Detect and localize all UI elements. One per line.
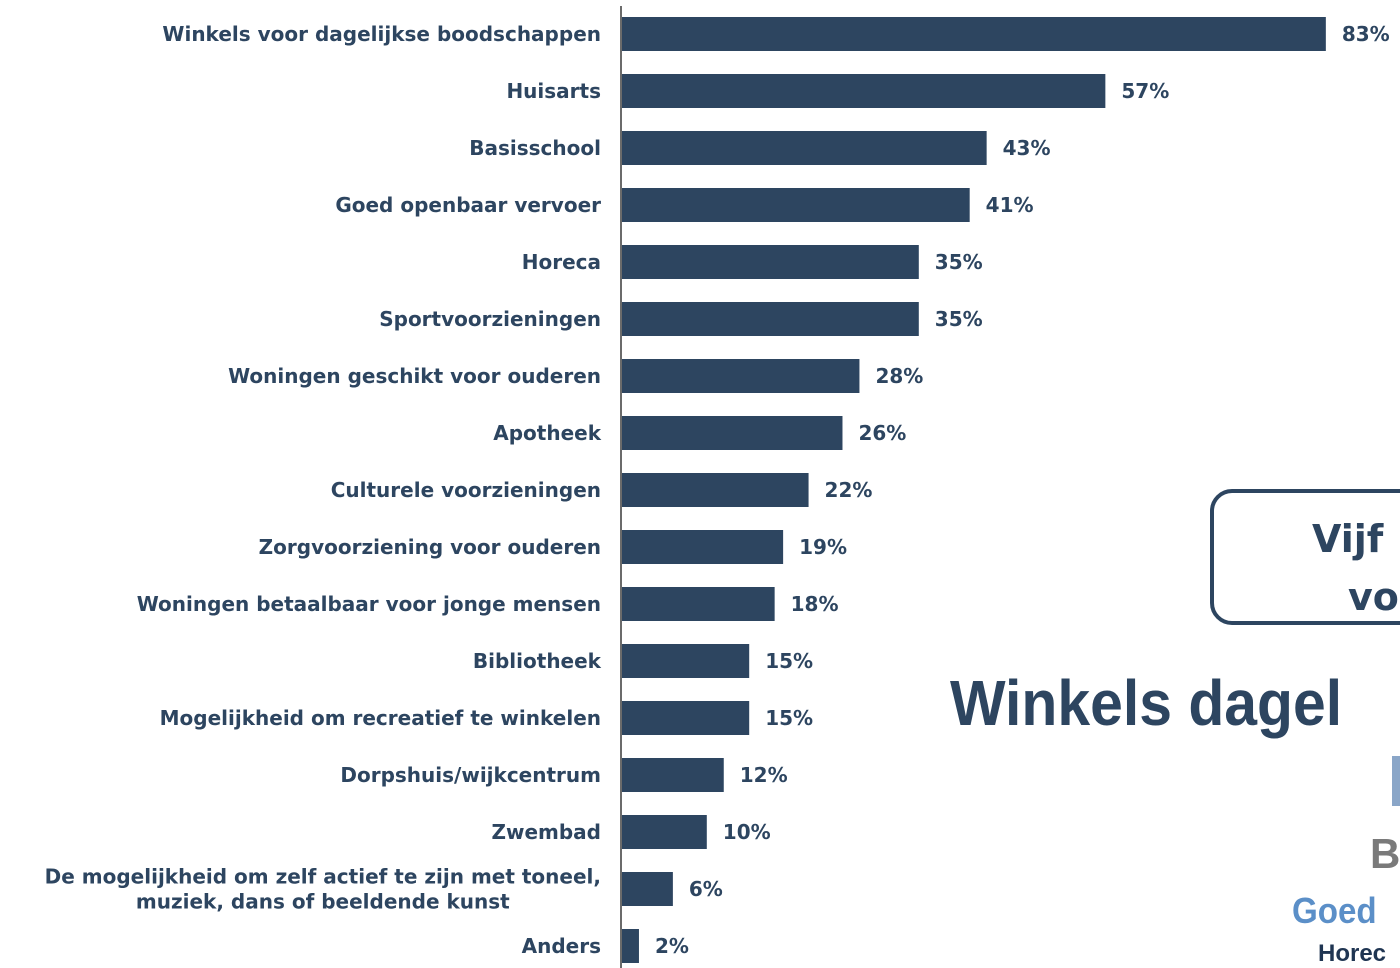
value-label: 18% (791, 592, 839, 616)
word-cloud-term-1: Winkels dagel (950, 667, 1343, 739)
category-label: Zwembad (491, 820, 601, 844)
bar (622, 701, 750, 735)
value-label: 6% (689, 877, 723, 901)
category-label: Huisarts (506, 79, 601, 103)
value-label: 26% (858, 421, 906, 445)
bar (622, 587, 775, 621)
value-label: 43% (1003, 136, 1051, 160)
bar (622, 815, 707, 849)
category-label: Woningen geschikt voor ouderen (228, 364, 601, 388)
value-label: 28% (875, 364, 923, 388)
category-label: Apotheek (493, 421, 601, 445)
value-label: 12% (740, 763, 788, 787)
value-label: 41% (986, 193, 1034, 217)
category-label: Winkels voor dagelijkse boodschappen (162, 22, 601, 46)
bar (622, 644, 750, 678)
word-cloud-term-5: Horec (1318, 940, 1387, 967)
bar (622, 245, 919, 279)
value-labels-layer: 83% 57% 43% 41% 35% 35% 28% 26% 22% 19% 18% 15% 15% 1… (655, 22, 1390, 958)
value-label: 83% (1342, 22, 1390, 46)
word-cloud-term-fragment (1392, 756, 1400, 806)
bar (622, 530, 784, 564)
value-label: 57% (1121, 79, 1169, 103)
value-label: 35% (935, 307, 983, 331)
category-label: Goed openbaar vervoer (335, 193, 601, 217)
bar (622, 758, 724, 792)
bar (622, 74, 1106, 108)
bar (622, 302, 919, 336)
callout-box: Vijf vo (1210, 489, 1400, 625)
category-label: muziek, dans of beeldende kunst (136, 890, 510, 914)
value-label: 2% (655, 934, 689, 958)
word-cloud-term-4: Goed (1292, 890, 1377, 931)
value-label: 15% (765, 649, 813, 673)
value-label: 22% (825, 478, 873, 502)
bar (622, 473, 809, 507)
bar (622, 131, 987, 165)
bar (622, 188, 970, 222)
value-label: 19% (799, 535, 847, 559)
category-labels-layer: Winkels voor dagelijkse boodschappen Huis… (45, 22, 602, 958)
bar (622, 929, 639, 963)
category-label: Mogelijkheid om recreatief te winkelen (160, 706, 601, 730)
category-label: Horeca (522, 250, 601, 274)
bars-layer (622, 17, 1326, 963)
category-label: Bibliotheek (473, 649, 602, 673)
bar (622, 359, 860, 393)
value-label: 35% (935, 250, 983, 274)
bar (622, 17, 1326, 51)
bar (622, 872, 673, 906)
callout-line-1: Vijf (1312, 517, 1384, 561)
category-label: Zorgvoorziening voor ouderen (259, 535, 601, 559)
value-label: 15% (765, 706, 813, 730)
callout-line-2: vo (1348, 575, 1399, 619)
category-label: Anders (522, 934, 601, 958)
value-label: 10% (723, 820, 771, 844)
category-label: De mogelijkheid om zelf actief te zijn m… (45, 865, 601, 889)
bar (622, 416, 843, 450)
category-label: Dorpshuis/wijkcentrum (340, 763, 601, 787)
category-label: Basisschool (469, 136, 601, 160)
category-label: Woningen betaalbaar voor jonge mensen (137, 592, 601, 616)
category-label: Culturele voorzieningen (331, 478, 601, 502)
category-label: Sportvoorzieningen (379, 307, 601, 331)
word-cloud-term-3: B (1370, 830, 1400, 877)
